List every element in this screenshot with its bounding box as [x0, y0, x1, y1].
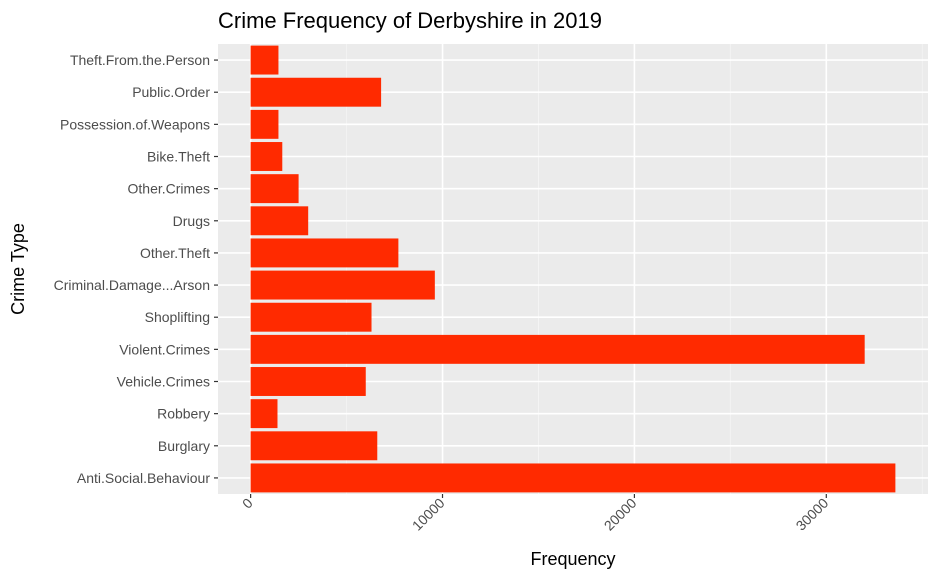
plot-panel [218, 44, 928, 494]
bar-public-order [250, 77, 382, 107]
bar-robbery [250, 399, 278, 429]
y-tick-label: Shoplifting [145, 309, 210, 325]
y-tick-label: Drugs [173, 213, 210, 229]
x-axis-title: Frequency [530, 549, 615, 569]
bar-theft-from-the-person [250, 45, 279, 75]
bars [250, 45, 896, 493]
y-tick-label: Anti.Social.Behaviour [77, 470, 210, 486]
x-tick-label: 30000 [793, 495, 832, 534]
y-tick-label: Possession.of.Weapons [60, 116, 210, 132]
bar-criminal-damage-arson [250, 270, 435, 300]
bar-shoplifting [250, 302, 372, 332]
bar-vehicle-crimes [250, 367, 366, 396]
x-tick-label: 10000 [409, 495, 448, 534]
bar-other-theft [250, 238, 399, 268]
bar-bike-theft [250, 142, 283, 171]
y-tick-label: Violent.Crimes [119, 341, 210, 357]
x-tick-label: 0 [239, 495, 256, 512]
bar-anti-social-behaviour [250, 463, 896, 493]
y-axis-title: Crime Type [8, 223, 28, 315]
y-axis: Anti.Social.Behaviour Burglary Robbery Vehi… [54, 52, 218, 486]
y-tick-label: Other.Theft [140, 245, 210, 261]
y-tick-label: Vehicle.Crimes [117, 374, 210, 390]
bar-other-crimes [250, 174, 299, 204]
y-tick-label: Burglary [158, 438, 210, 454]
chart-title: Crime Frequency of Derbyshire in 2019 [218, 8, 602, 33]
x-axis: 0 10000 20000 30000 [239, 494, 832, 534]
y-tick-label: Theft.From.the.Person [70, 52, 210, 68]
y-tick-label: Public.Order [132, 84, 210, 100]
bar-violent-crimes [250, 334, 865, 364]
y-tick-label: Robbery [157, 406, 210, 422]
bar-possession-of-weapons [250, 109, 279, 139]
y-tick-label: Other.Crimes [128, 181, 210, 197]
bar-burglary [250, 431, 378, 461]
x-tick-label: 20000 [601, 495, 640, 534]
y-tick-label: Bike.Theft [147, 149, 210, 165]
y-tick-label: Criminal.Damage...Arson [54, 277, 210, 293]
bar-drugs [250, 206, 309, 236]
